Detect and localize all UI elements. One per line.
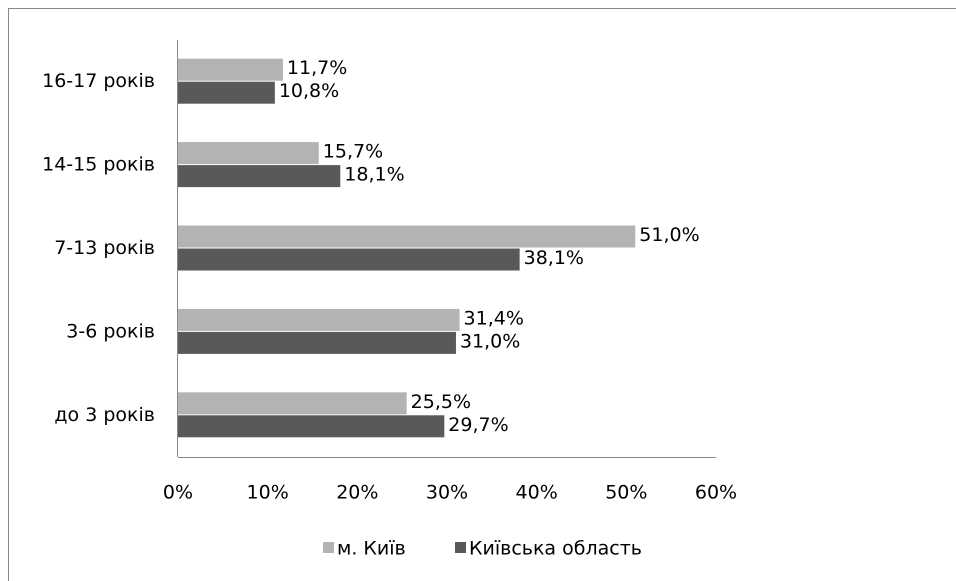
data-label: 25,5%	[411, 391, 471, 413]
y-tick-label: до 3 років	[54, 404, 155, 426]
legend-label: Київська область	[469, 538, 642, 560]
x-tick-label: 20%	[336, 482, 378, 504]
data-label: 11,7%	[287, 57, 347, 79]
bar	[178, 415, 445, 438]
data-label: 31,4%	[464, 307, 524, 329]
x-tick-label: 50%	[605, 482, 647, 504]
bar	[178, 165, 341, 188]
x-tick-label: 0%	[163, 482, 193, 504]
data-label: 38,1%	[524, 247, 584, 269]
y-tick-label: 3-6 років	[66, 320, 155, 342]
x-tick-label: 30%	[426, 482, 468, 504]
data-label: 51,0%	[639, 224, 699, 246]
bar	[178, 248, 520, 271]
data-label: 10,8%	[279, 80, 339, 102]
data-label: 29,7%	[448, 414, 508, 436]
x-tick-label: 10%	[247, 482, 289, 504]
data-label: 15,7%	[323, 141, 383, 163]
data-label: 18,1%	[344, 164, 404, 186]
bar	[178, 225, 636, 248]
y-tick-label: 16-17 років	[42, 70, 155, 92]
y-tick-label: 7-13 років	[54, 237, 155, 259]
y-tick-label: 14-15 років	[42, 154, 155, 176]
bar	[178, 331, 456, 354]
bar	[178, 81, 275, 104]
x-tick-label: 40%	[516, 482, 558, 504]
legend-swatch	[455, 542, 466, 553]
bar	[178, 308, 460, 331]
bar	[178, 392, 407, 415]
x-tick-label: 60%	[695, 482, 737, 504]
legend-label: м. Київ	[337, 538, 406, 560]
legend-swatch	[323, 542, 334, 553]
bar	[178, 142, 319, 165]
bar	[178, 58, 283, 81]
data-label: 31,0%	[460, 330, 520, 352]
